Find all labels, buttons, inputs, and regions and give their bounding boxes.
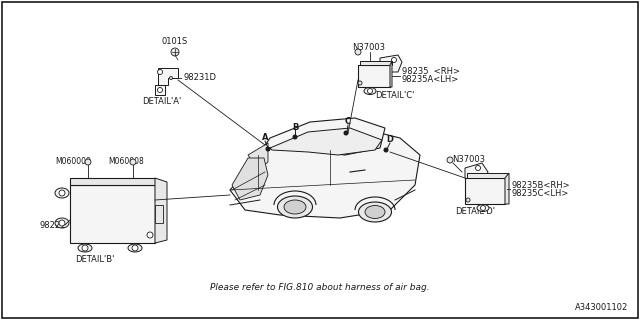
Ellipse shape [358, 202, 392, 222]
Bar [467, 173, 507, 178]
Polygon shape [380, 55, 402, 72]
Circle shape [59, 190, 65, 196]
Text: A: A [262, 133, 268, 142]
Text: D: D [387, 135, 394, 145]
Circle shape [266, 147, 270, 151]
Circle shape [85, 159, 91, 165]
Circle shape [130, 159, 136, 165]
Ellipse shape [143, 230, 157, 240]
Circle shape [293, 135, 297, 139]
Text: A343001102: A343001102 [575, 303, 628, 313]
Polygon shape [258, 118, 385, 156]
Text: N37003: N37003 [452, 156, 485, 164]
Polygon shape [158, 68, 178, 85]
Ellipse shape [365, 205, 385, 219]
Circle shape [367, 89, 372, 93]
Circle shape [132, 245, 138, 251]
Text: 98235B<RH>: 98235B<RH> [512, 180, 571, 189]
Polygon shape [270, 128, 382, 155]
Bar [70, 185, 155, 243]
Circle shape [59, 220, 65, 226]
Bar [155, 205, 163, 223]
Circle shape [344, 131, 348, 135]
Text: 98221: 98221 [40, 220, 67, 229]
Circle shape [171, 48, 179, 56]
Ellipse shape [55, 218, 69, 228]
Polygon shape [465, 163, 488, 186]
Text: C: C [345, 117, 351, 126]
Polygon shape [505, 173, 509, 204]
Circle shape [447, 157, 453, 163]
Circle shape [392, 58, 397, 62]
Text: DETAIL'A': DETAIL'A' [142, 98, 182, 107]
Ellipse shape [364, 87, 376, 94]
Polygon shape [230, 128, 420, 218]
Text: M060008: M060008 [108, 157, 144, 166]
Polygon shape [232, 158, 268, 200]
Circle shape [147, 232, 153, 238]
Polygon shape [155, 178, 167, 243]
Ellipse shape [477, 204, 489, 212]
Polygon shape [390, 61, 392, 87]
Text: N37003: N37003 [352, 44, 385, 52]
Text: M060009: M060009 [55, 157, 91, 166]
Circle shape [170, 76, 173, 79]
Bar [358, 65, 390, 87]
Text: B: B [292, 123, 298, 132]
Text: DETAIL'D': DETAIL'D' [455, 207, 495, 217]
Text: 98235C<LH>: 98235C<LH> [512, 188, 570, 197]
Circle shape [476, 165, 481, 171]
Circle shape [157, 87, 163, 92]
Bar [360, 61, 392, 65]
Text: 98231D: 98231D [183, 74, 216, 83]
Circle shape [157, 69, 163, 75]
Circle shape [481, 205, 486, 211]
Ellipse shape [78, 244, 92, 252]
Text: DETAIL'C': DETAIL'C' [375, 91, 414, 100]
Text: Please refer to FIG.810 about harness of air bag.: Please refer to FIG.810 about harness of… [210, 284, 430, 292]
Circle shape [355, 49, 361, 55]
Ellipse shape [55, 188, 69, 198]
Ellipse shape [278, 196, 312, 218]
Text: 0101S: 0101S [162, 37, 188, 46]
Polygon shape [155, 85, 165, 95]
Ellipse shape [128, 244, 142, 252]
Text: 98235  <RH>: 98235 <RH> [402, 68, 460, 76]
Circle shape [82, 245, 88, 251]
Circle shape [358, 81, 362, 85]
Bar [70, 178, 155, 185]
Polygon shape [248, 143, 268, 170]
Circle shape [466, 198, 470, 202]
Circle shape [384, 148, 388, 152]
Ellipse shape [284, 200, 306, 214]
Text: DETAIL'B': DETAIL'B' [76, 255, 115, 265]
Text: 98235A<LH>: 98235A<LH> [402, 76, 460, 84]
Bar [465, 178, 505, 204]
